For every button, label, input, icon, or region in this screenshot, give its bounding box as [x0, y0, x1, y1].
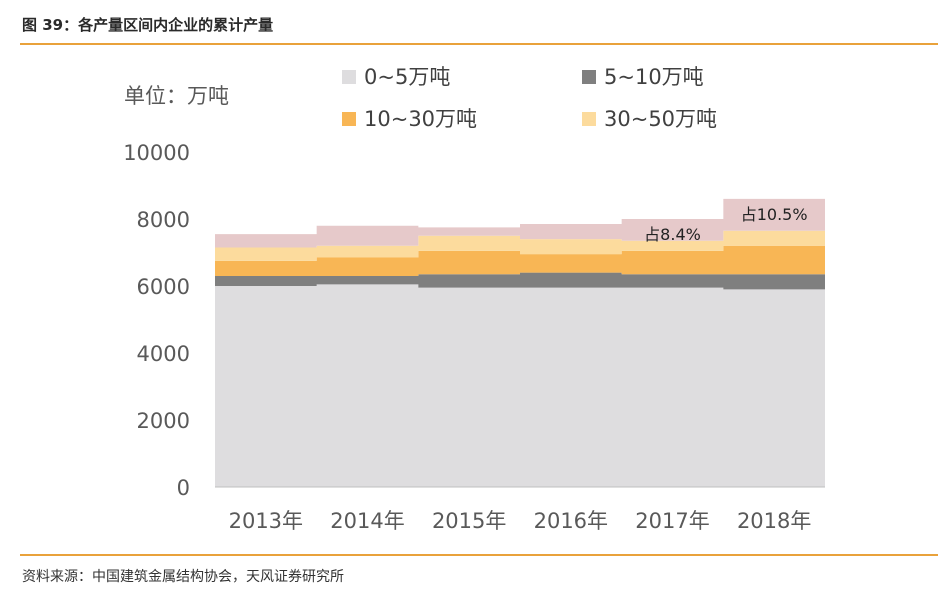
figure-title: 图 39：各产量区间内企业的累计产量: [22, 16, 274, 34]
title-divider: [20, 43, 938, 45]
x-tick-label: 2016年: [534, 509, 608, 533]
area-series-0: [215, 284, 825, 487]
x-tick-label: 2014年: [330, 509, 404, 533]
y-axis-label: 单位：万吨: [124, 84, 229, 108]
legend-swatch: [582, 112, 596, 126]
x-tick-label: 2018年: [737, 509, 811, 533]
chart-areas: [215, 198, 825, 487]
annotation-label: 占8.4%: [644, 225, 701, 244]
source-note: 资料来源：中国建筑金属结构协会，天风证券研究所: [22, 569, 344, 585]
y-tick-label: 0: [177, 476, 190, 500]
y-tick-label: 10000: [123, 141, 190, 165]
legend-label: 0~5万吨: [364, 65, 450, 89]
annotations: 占8.4% 占10.5%: [644, 205, 807, 244]
area-series-4: [215, 198, 825, 248]
x-tick-label: 2013年: [229, 509, 303, 533]
x-tick-label: 2017年: [635, 509, 709, 533]
legend-swatch: [342, 70, 356, 84]
annotation-label: 占10.5%: [741, 205, 808, 224]
legend-swatch: [342, 112, 356, 126]
area-series-2: [215, 245, 825, 276]
y-axis-ticks: 0 2000 4000 6000 8000 10000: [123, 141, 190, 500]
x-tick-label: 2015年: [432, 509, 506, 533]
area-series-3: [215, 230, 825, 261]
x-axis-ticks: 2013年 2014年 2015年 2016年 2017年 2018年: [229, 509, 812, 533]
legend-label: 5~10万吨: [604, 65, 704, 89]
source-divider: [20, 554, 938, 556]
legend: 0~5万吨 5~10万吨 10~30万吨 30~50万吨: [342, 65, 717, 131]
legend-label: 10~30万吨: [364, 107, 477, 131]
y-tick-label: 6000: [137, 275, 190, 299]
y-tick-label: 8000: [137, 208, 190, 232]
legend-label: 30~50万吨: [604, 107, 717, 131]
area-series-1: [215, 272, 825, 290]
y-tick-label: 2000: [137, 409, 190, 433]
y-tick-label: 4000: [137, 342, 190, 366]
legend-swatch: [582, 70, 596, 84]
